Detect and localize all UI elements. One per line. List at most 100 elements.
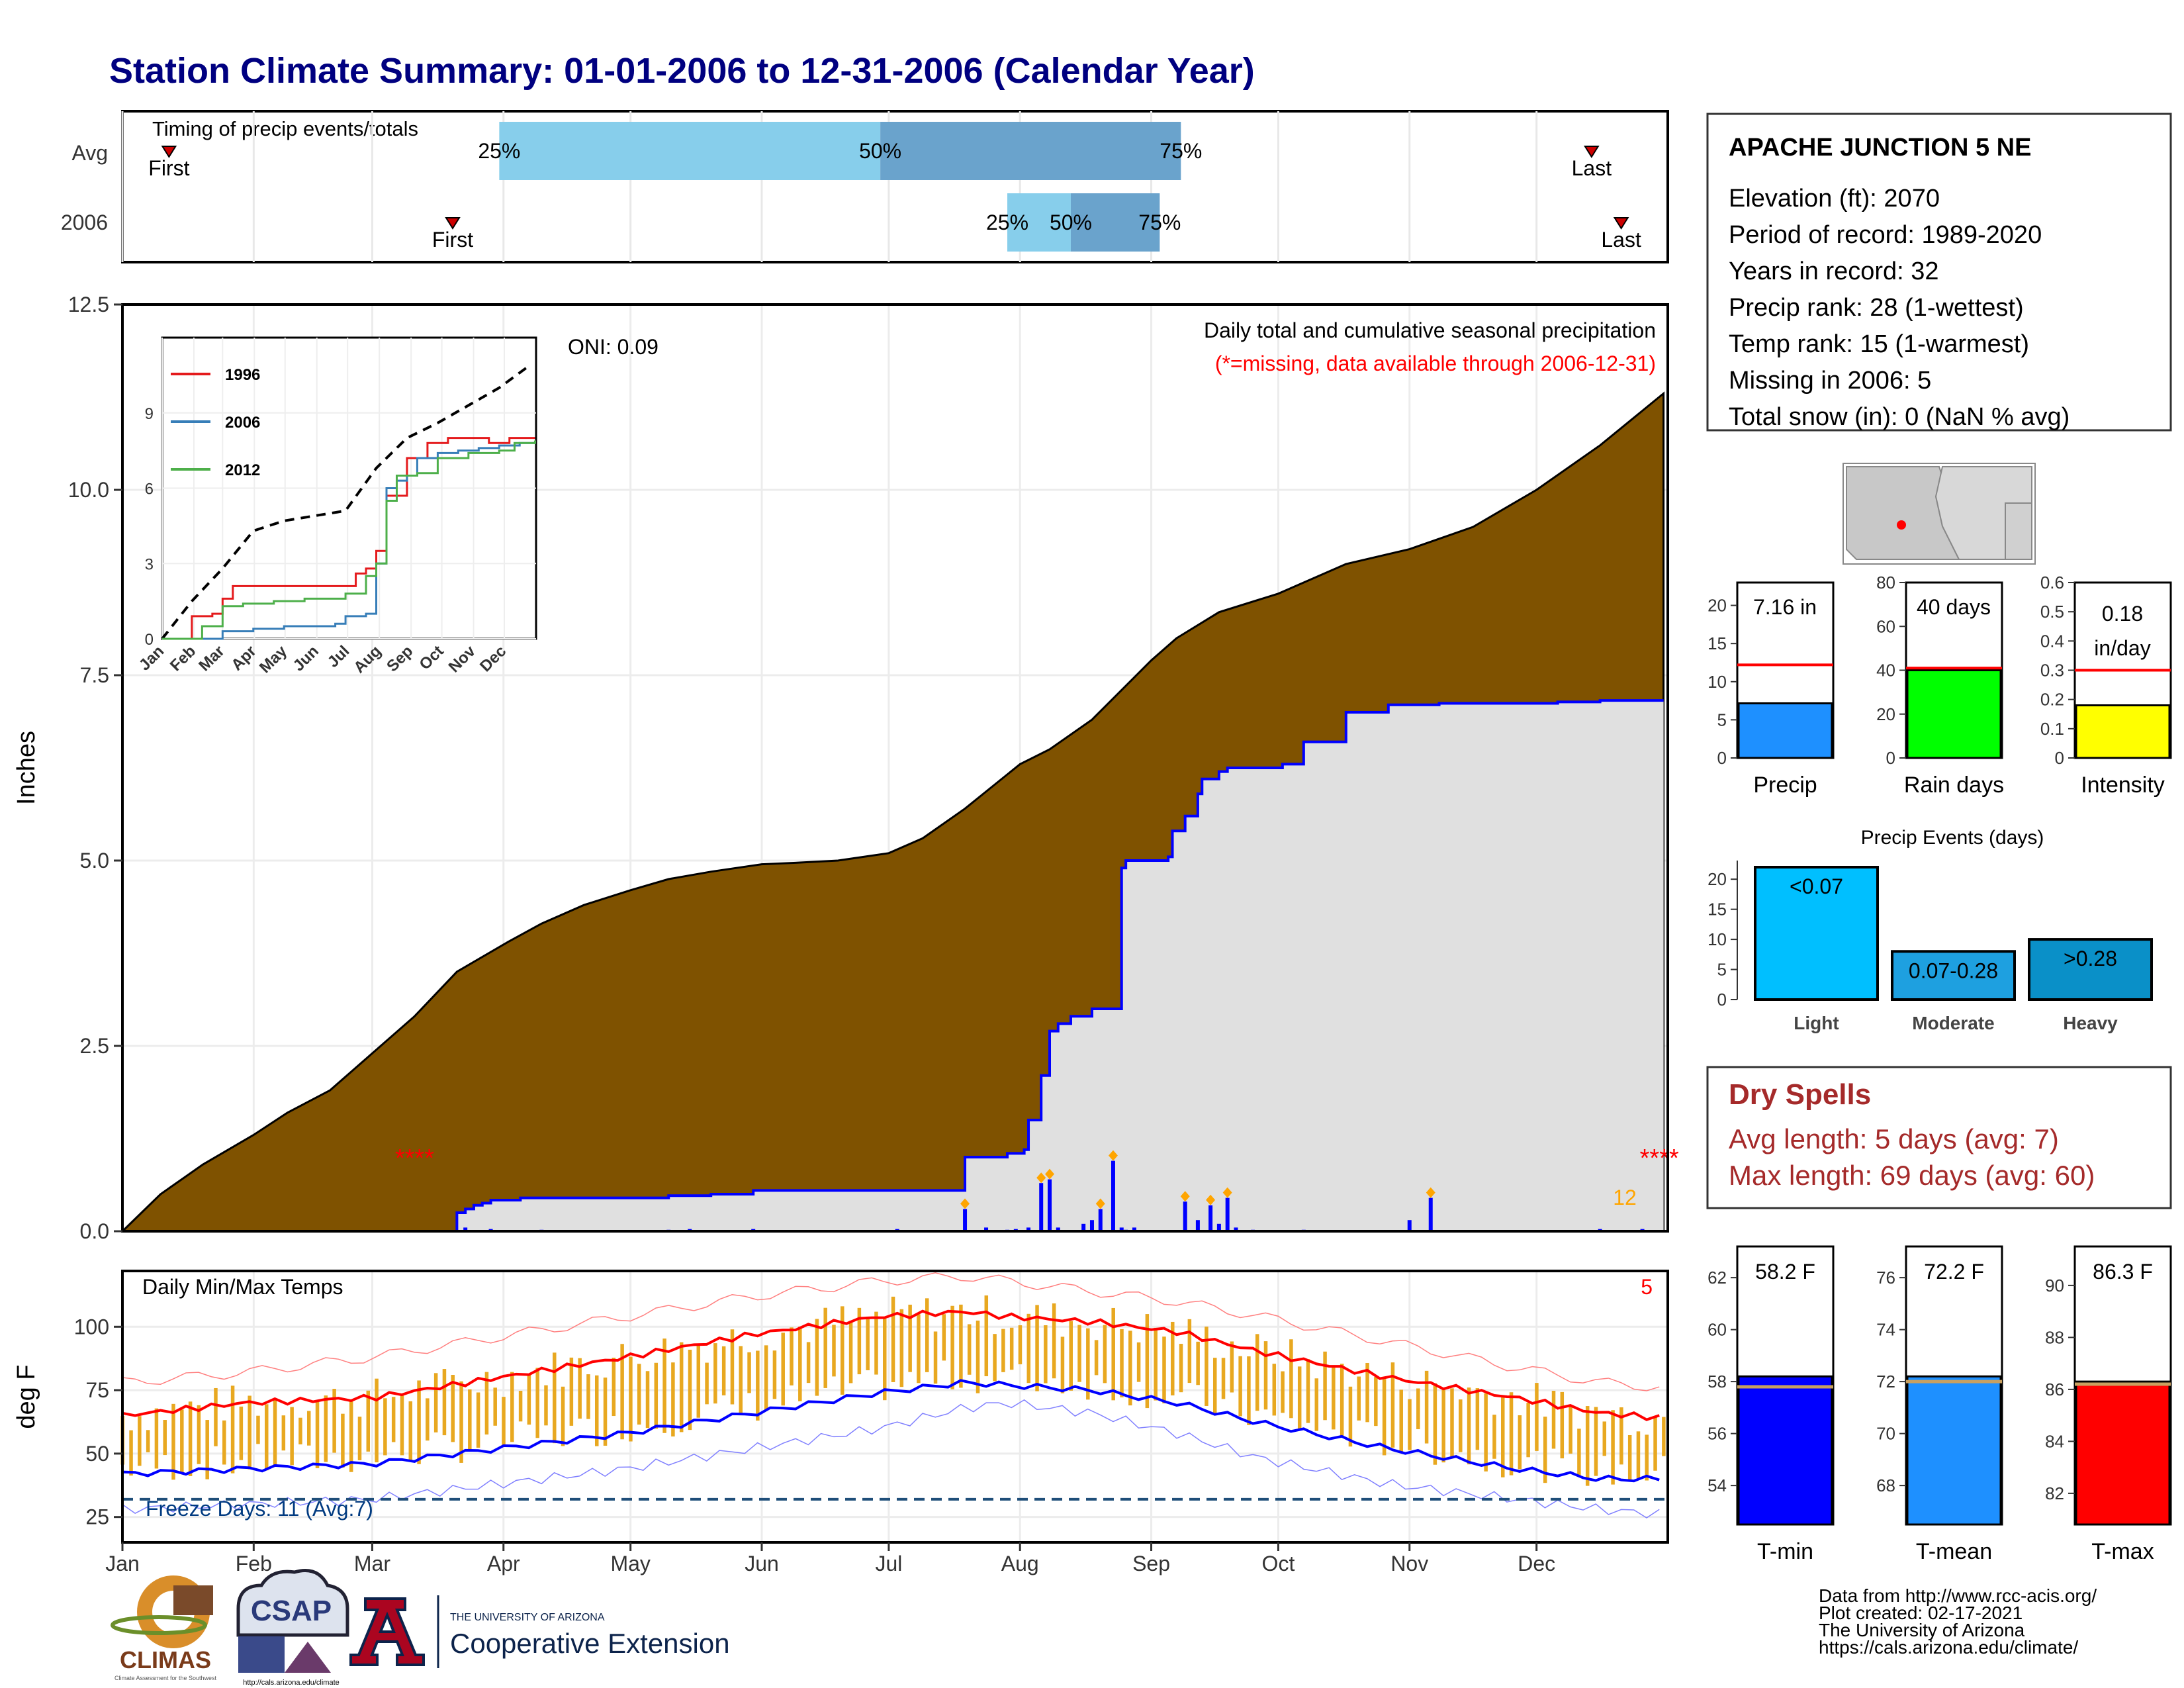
daily-temp-bar-315 [1450, 1388, 1454, 1459]
events-ytick-label-0: 0 [1717, 990, 1727, 1009]
intensity-value-unit: in/day [2094, 636, 2150, 660]
month-label-9: Oct [1262, 1552, 1295, 1575]
daily-temp-bar-365 [1662, 1417, 1666, 1456]
university-of-arizona-logo: THE UNIVERSITY OF ARIZONA Cooperative Ex… [349, 1595, 730, 1668]
rain-days-ytick-label-3: 60 [1876, 616, 1895, 636]
timing-panel: Timing of precip events/totals First Last… [61, 110, 1669, 263]
inset-legend-label-2006: 2006 [225, 414, 260, 432]
events-ytick-label-1: 5 [1717, 960, 1727, 980]
daily-temp-bar-123 [637, 1364, 641, 1425]
daily-temp-bar-101 [544, 1385, 548, 1426]
rain-days-ytick-label-2: 40 [1876, 661, 1895, 680]
daily-temp-bar-327 [1501, 1397, 1505, 1477]
daily-temp-bar-187 [908, 1304, 912, 1372]
month-label-7: Aug [1001, 1552, 1039, 1575]
daily-temp-bar-319 [1467, 1387, 1471, 1465]
daily-temp-bar-75 [433, 1373, 438, 1432]
daily-temp-bar-231 [1094, 1340, 1099, 1376]
precip-total-ytick-label-4: 20 [1707, 596, 1727, 616]
daily-precip-bar-26 [1216, 1223, 1221, 1231]
daily-temp-bar-65 [391, 1397, 396, 1442]
daily-temp-bar-263 [1230, 1341, 1234, 1393]
daily-temp-bar-99 [535, 1368, 539, 1438]
tmean-ytick-label-3: 74 [1876, 1320, 1895, 1340]
precip-ylabel: Inches [13, 731, 40, 805]
footer-line-2: Plot created: 02-17-2021 [1819, 1603, 2023, 1623]
daily-temp-bar-61 [375, 1378, 379, 1463]
event-marker-19 [1108, 1150, 1118, 1161]
daily-temp-bar-5 [138, 1416, 142, 1466]
daily-precip-bar-14 [1048, 1179, 1052, 1231]
timing-first-marker-1 [445, 217, 461, 230]
daily-temp-bar-313 [1441, 1387, 1445, 1463]
daily-temp-bar-79 [451, 1375, 455, 1442]
month-label-8: Sep [1132, 1552, 1170, 1575]
daily-temp-bar-171 [841, 1306, 844, 1395]
dry-spells-title: Dry Spells [1729, 1078, 1871, 1111]
daily-temp-bar-29 [239, 1406, 244, 1460]
daily-temp-bar-343 [1569, 1405, 1572, 1454]
tmax-ytick-label-4: 90 [2045, 1276, 2064, 1295]
precip-missing-count: 12 [1613, 1186, 1637, 1209]
daily-temp-bar-291 [1348, 1386, 1353, 1447]
daily-temp-bar-59 [366, 1390, 371, 1452]
daily-temp-bar-311 [1433, 1383, 1437, 1465]
daily-temp-bar-213 [1018, 1325, 1023, 1364]
daily-temp-bar-355 [1619, 1407, 1623, 1465]
daily-temp-bar-305 [1408, 1399, 1412, 1450]
daily-temp-bar-119 [620, 1344, 624, 1440]
daily-temp-bar-89 [493, 1387, 497, 1426]
temp-ytick-label-1: 50 [85, 1442, 109, 1466]
daily-temp-bar-167 [823, 1307, 827, 1388]
daily-temp-bar-139 [705, 1362, 709, 1405]
daily-temp-bar-275 [1281, 1371, 1285, 1413]
csap-logo: CSAP http://cals.arizona.edu/climate [236, 1569, 349, 1687]
daily-temp-bar-121 [629, 1356, 633, 1442]
temp-panel: 25 50 75 100 Jan Feb Mar Apr May Jun Jul Aug Sep Oct… [13, 1270, 1669, 1575]
inset-avg-line [161, 364, 531, 640]
daily-temp-bar-55 [349, 1400, 353, 1472]
precip-total-category: Precip [1753, 773, 1817, 798]
footer-line-1: Data from http://www.rcc-acis.org/ [1819, 1585, 2097, 1606]
daily-temp-bar-93 [510, 1372, 514, 1442]
timing-q25-label-0: 25% [478, 139, 520, 163]
event-marker-14 [1045, 1168, 1054, 1180]
timing-first-label-0: First [148, 156, 189, 180]
daily-temp-bar-329 [1509, 1392, 1514, 1476]
daily-temp-bar-141 [713, 1343, 717, 1404]
daily-temp-bar-143 [721, 1346, 726, 1395]
timing-last-marker-1 [1613, 217, 1629, 230]
tmean-ytick-label-4: 76 [1876, 1268, 1895, 1288]
daily-temp-bar-45 [306, 1411, 311, 1446]
daily-temp-bar-295 [1365, 1362, 1369, 1423]
timing-panel-title: Timing of precip events/totals [152, 117, 418, 140]
daily-temp-bar-157 [781, 1333, 785, 1406]
daily-temp-bar-297 [1374, 1377, 1378, 1427]
daily-temp-bar-199 [959, 1304, 963, 1388]
daily-temp-bar-115 [603, 1378, 608, 1446]
daily-temp-bar-363 [1653, 1417, 1657, 1471]
daily-temp-bar-13 [171, 1403, 175, 1480]
daily-temp-bar-47 [315, 1401, 320, 1468]
daily-precip-bar-16 [1081, 1223, 1086, 1231]
footer: Data from http://www.rcc-acis.org/ Plot … [1819, 1585, 2097, 1658]
daily-temp-bar-113 [594, 1375, 599, 1446]
daily-precip-bar-18 [1098, 1209, 1103, 1231]
daily-temp-bar-149 [747, 1352, 751, 1393]
station-line-5: Temp rank: 15 (1-warmest) [1729, 330, 2029, 358]
daily-temp-bar-279 [1297, 1366, 1302, 1430]
precip-ytick-label-0: 0.0 [80, 1219, 109, 1243]
csap-logo-text: CSAP [251, 1595, 332, 1627]
daily-precip-bar-20 [1119, 1227, 1124, 1231]
daily-temp-bar-237 [1120, 1329, 1124, 1397]
tmean-value: 72.2 F [1924, 1260, 1984, 1284]
event-marker-23 [1180, 1191, 1190, 1202]
event-marker-13 [1036, 1172, 1046, 1184]
daily-temp-bar-321 [1475, 1388, 1480, 1450]
events-ytick-label-3: 15 [1707, 900, 1727, 919]
daily-temp-bar-219 [1044, 1325, 1048, 1383]
timing-last-label-0: Last [1572, 156, 1612, 180]
daily-precip-bar-25 [1208, 1205, 1213, 1231]
daily-temp-bar-325 [1492, 1415, 1496, 1459]
